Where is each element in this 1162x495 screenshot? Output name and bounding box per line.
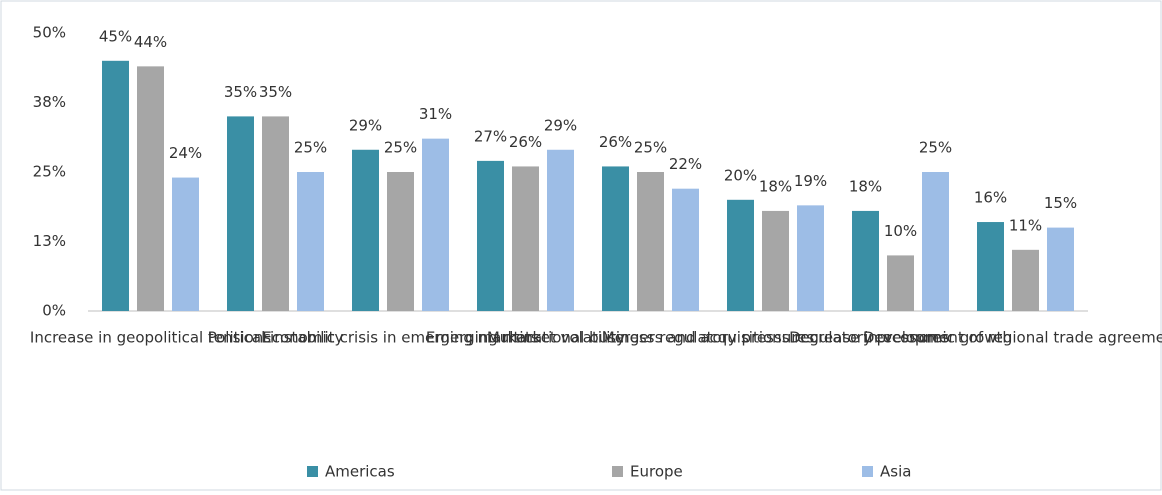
bar [387,172,414,311]
value-label: 31% [419,105,452,123]
bar [137,66,164,311]
x-tick-label: Political instability [208,329,344,347]
bar [852,210,879,311]
bar [797,205,824,311]
value-label: 35% [224,83,257,101]
bar [172,177,199,311]
value-label: 44% [134,33,167,51]
x-tick-label: Decrease in economic growth [789,329,1012,347]
y-tick-label: 0% [42,302,66,320]
legend-label: Europe [630,463,683,481]
x-tick-label: Increase in geopolitical tensions [30,329,271,347]
bar [762,210,789,311]
y-tick-label: 50% [33,24,66,42]
bar [1012,249,1039,311]
x-tick-label: Development of regional trade agreements [863,329,1162,347]
bar [672,188,699,311]
x-tick-label: Mergers and acquisitions regulatory pres… [602,329,950,347]
bar [1047,227,1074,311]
y-tick-label: 25% [33,163,66,181]
bar [637,172,664,311]
bar [477,160,504,311]
bar [102,60,129,311]
value-label: 16% [974,189,1007,207]
x-tick-label: Emerging market volatility [426,329,625,347]
x-tick-label: Economic crisis in emerging markets [262,329,539,347]
value-label: 18% [849,177,882,195]
bar [977,222,1004,311]
bar [602,166,629,311]
legend-label: Americas [325,463,395,481]
bar [352,149,379,311]
value-label: 22% [669,155,702,173]
bar [547,149,574,311]
value-label: 26% [599,133,632,151]
value-label: 45% [99,27,132,45]
value-label: 20% [724,166,757,184]
x-tick-label: Multinational business regulatory pressu… [487,329,814,347]
value-label: 25% [919,139,952,157]
legend-swatch [612,466,623,477]
bar [727,199,754,311]
value-label: 25% [294,139,327,157]
value-label: 15% [1044,194,1077,212]
bar [297,172,324,311]
value-label: 29% [349,116,382,134]
value-label: 25% [384,139,417,157]
legend-swatch [862,466,873,477]
value-label: 26% [509,133,542,151]
bar [262,116,289,312]
bar [422,138,449,311]
y-tick-label: 38% [33,93,66,111]
value-label: 18% [759,177,792,195]
value-label: 29% [544,116,577,134]
value-label: 24% [169,144,202,162]
value-label: 25% [634,139,667,157]
bar [887,255,914,311]
bar [512,166,539,311]
value-label: 10% [884,222,917,240]
value-label: 11% [1009,216,1042,234]
value-label: 35% [259,83,292,101]
value-label: 27% [474,127,507,145]
value-label: 19% [794,172,827,190]
legend-swatch [307,466,318,477]
legend-label: Asia [880,463,911,481]
y-tick-label: 13% [33,232,66,250]
bar [922,172,949,311]
bar [227,116,254,312]
